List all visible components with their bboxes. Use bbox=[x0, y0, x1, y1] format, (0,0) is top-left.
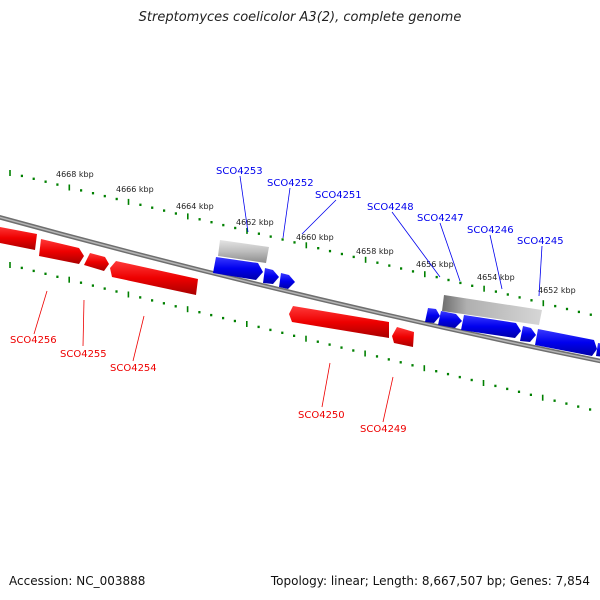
gene-label[interactable]: SCO4254 bbox=[110, 363, 157, 374]
gene-arrow[interactable] bbox=[392, 327, 414, 347]
label-leader bbox=[489, 234, 503, 290]
genome-summary-text: Topology: linear; Length: 8,667,507 bp; … bbox=[270, 574, 590, 588]
gene-label[interactable]: SCO4247 bbox=[417, 213, 464, 224]
gene-label[interactable]: SCO4249 bbox=[360, 424, 407, 435]
kbp-label: 4662 kbp bbox=[236, 218, 274, 227]
kbp-label: 4668 kbp bbox=[56, 170, 94, 179]
kbp-scale-labels: 4668 kbp 4666 kbp 4664 kbp 4662 kbp 4660… bbox=[56, 170, 576, 295]
forward-gene-track bbox=[213, 257, 600, 357]
kbp-label: 4664 kbp bbox=[176, 202, 214, 211]
reverse-gene-labels: SCO4256 SCO4255 SCO4254 SCO4250 SCO4249 bbox=[10, 290, 407, 435]
kbp-label: 4652 kbp bbox=[538, 286, 576, 295]
chromosome-backbone-highlight bbox=[0, 216, 600, 362]
gene-arrow[interactable] bbox=[289, 306, 389, 338]
gene-arrow[interactable] bbox=[425, 308, 440, 323]
gene-arrow[interactable] bbox=[461, 315, 521, 338]
label-leader bbox=[132, 315, 145, 362]
label-leader bbox=[382, 376, 394, 423]
kbp-label: 4660 kbp bbox=[296, 233, 334, 242]
label-leader bbox=[321, 362, 331, 408]
gene-label[interactable]: SCO4252 bbox=[267, 178, 314, 189]
gene-arrow[interactable] bbox=[84, 253, 109, 271]
gene-arrow[interactable] bbox=[0, 226, 37, 250]
gene-arrow[interactable] bbox=[213, 257, 263, 280]
gene-label[interactable]: SCO4245 bbox=[517, 236, 564, 247]
label-leader bbox=[391, 211, 441, 278]
gene-label[interactable]: SCO4253 bbox=[216, 166, 263, 177]
pseudo-gene-block bbox=[442, 295, 542, 325]
forward-gene-labels: SCO4253 SCO4252 SCO4251 SCO4248 SCO4247 … bbox=[216, 166, 564, 297]
gene-arrow[interactable] bbox=[263, 268, 279, 284]
gene-label[interactable]: SCO4250 bbox=[298, 410, 345, 421]
gene-arrow[interactable] bbox=[110, 261, 198, 295]
label-leader bbox=[439, 222, 461, 282]
gene-label[interactable]: SCO4255 bbox=[60, 349, 107, 360]
gene-arrow[interactable] bbox=[596, 343, 600, 357]
upper-scale-ticks bbox=[9, 170, 592, 316]
pseudo-gene-block bbox=[218, 240, 269, 263]
gene-label[interactable]: SCO4248 bbox=[367, 202, 414, 213]
gene-label[interactable]: SCO4256 bbox=[10, 335, 57, 346]
lower-scale-ticks bbox=[9, 262, 592, 411]
kbp-label: 4666 kbp bbox=[116, 185, 154, 194]
kbp-label: 4656 kbp bbox=[416, 260, 454, 269]
gene-arrow[interactable] bbox=[520, 326, 536, 342]
label-leader bbox=[301, 199, 337, 235]
accession-text: Accession: NC_003888 bbox=[9, 574, 146, 588]
kbp-label: 4658 kbp bbox=[356, 247, 394, 256]
gene-arrow[interactable] bbox=[438, 311, 462, 328]
label-leader bbox=[82, 299, 85, 347]
reverse-gene-track bbox=[0, 226, 414, 347]
gene-arrow[interactable] bbox=[279, 273, 295, 289]
label-leader bbox=[282, 187, 291, 239]
gene-arrow[interactable] bbox=[535, 329, 597, 356]
kbp-label: 4654 kbp bbox=[477, 273, 515, 282]
gene-label[interactable]: SCO4246 bbox=[467, 225, 514, 236]
gene-arrow[interactable] bbox=[39, 239, 84, 264]
label-leader bbox=[538, 245, 543, 297]
label-leader bbox=[33, 290, 48, 335]
map-title: Streptomyces coelicolor A3(2), complete … bbox=[138, 10, 462, 25]
label-leader bbox=[239, 175, 249, 233]
gene-label[interactable]: SCO4251 bbox=[315, 190, 362, 201]
